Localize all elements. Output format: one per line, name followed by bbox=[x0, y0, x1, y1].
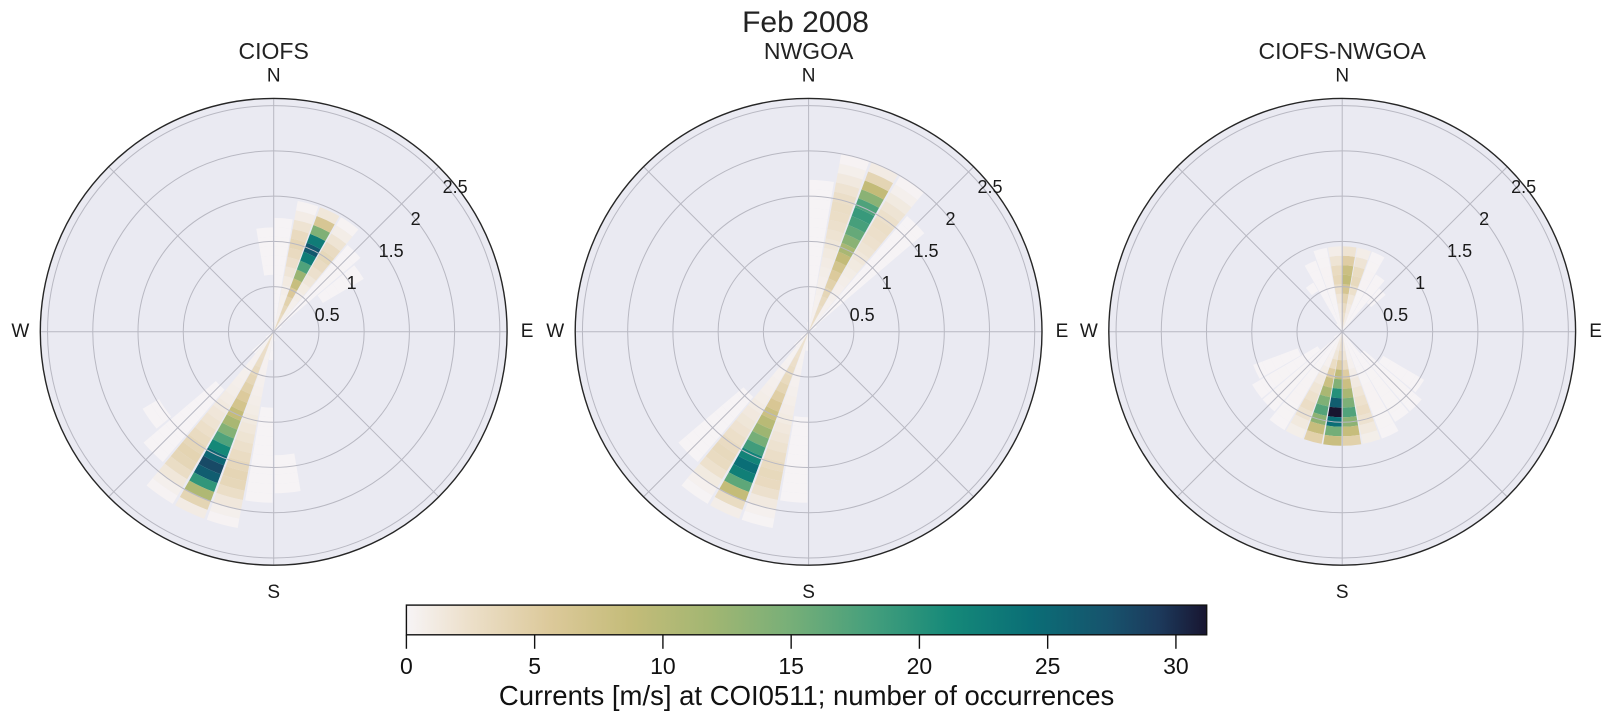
svg-text:N: N bbox=[267, 65, 281, 86]
svg-text:30: 30 bbox=[1163, 653, 1189, 679]
svg-text:1.5: 1.5 bbox=[379, 241, 404, 261]
svg-text:2: 2 bbox=[946, 209, 956, 229]
svg-text:1.5: 1.5 bbox=[1447, 241, 1472, 261]
svg-text:5: 5 bbox=[528, 653, 541, 679]
svg-text:CIOFS: CIOFS bbox=[239, 38, 309, 64]
svg-text:W: W bbox=[1080, 321, 1098, 342]
svg-text:0.5: 0.5 bbox=[315, 305, 340, 325]
svg-text:0: 0 bbox=[400, 653, 413, 679]
svg-text:Currents [m/s] at COI0511; num: Currents [m/s] at COI0511; number of occ… bbox=[499, 680, 1114, 711]
svg-text:CIOFS-NWGOA: CIOFS-NWGOA bbox=[1259, 38, 1427, 64]
svg-text:N: N bbox=[1335, 65, 1349, 86]
svg-text:25: 25 bbox=[1035, 653, 1061, 679]
svg-text:S: S bbox=[267, 582, 280, 603]
svg-text:0.5: 0.5 bbox=[1383, 305, 1408, 325]
svg-text:S: S bbox=[1336, 582, 1349, 603]
svg-text:1: 1 bbox=[882, 273, 892, 293]
svg-text:N: N bbox=[802, 65, 816, 86]
svg-text:1.5: 1.5 bbox=[914, 241, 939, 261]
svg-text:2.5: 2.5 bbox=[1511, 177, 1536, 197]
svg-text:10: 10 bbox=[650, 653, 676, 679]
svg-text:NWGOA: NWGOA bbox=[764, 38, 854, 64]
svg-text:E: E bbox=[1589, 321, 1602, 342]
svg-text:2.5: 2.5 bbox=[443, 177, 468, 197]
svg-text:E: E bbox=[1056, 321, 1069, 342]
svg-text:15: 15 bbox=[778, 653, 804, 679]
svg-text:2: 2 bbox=[1479, 209, 1489, 229]
svg-text:1: 1 bbox=[347, 273, 357, 293]
svg-text:0.5: 0.5 bbox=[850, 305, 875, 325]
svg-text:E: E bbox=[521, 321, 534, 342]
svg-text:1: 1 bbox=[1415, 273, 1425, 293]
svg-text:2: 2 bbox=[411, 209, 421, 229]
svg-text:2.5: 2.5 bbox=[978, 177, 1003, 197]
svg-text:W: W bbox=[11, 321, 29, 342]
svg-text:S: S bbox=[802, 582, 815, 603]
svg-text:20: 20 bbox=[907, 653, 933, 679]
svg-text:W: W bbox=[546, 321, 564, 342]
